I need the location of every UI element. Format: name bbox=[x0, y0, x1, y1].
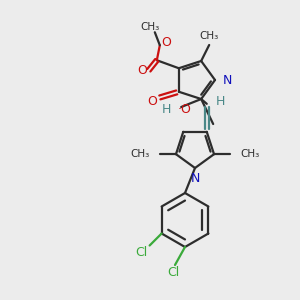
Text: CH₃: CH₃ bbox=[131, 149, 150, 159]
Text: N: N bbox=[190, 172, 200, 184]
Text: O: O bbox=[137, 64, 147, 77]
Text: O: O bbox=[161, 36, 171, 49]
Text: O: O bbox=[147, 94, 157, 108]
Text: H: H bbox=[216, 95, 225, 108]
Text: Cl: Cl bbox=[136, 246, 148, 259]
Text: H: H bbox=[162, 103, 171, 116]
Text: CH₃: CH₃ bbox=[240, 149, 259, 159]
Text: CH₃: CH₃ bbox=[200, 31, 219, 41]
Text: Cl: Cl bbox=[167, 266, 179, 278]
Text: CH₃: CH₃ bbox=[140, 22, 159, 32]
Text: N: N bbox=[223, 74, 232, 86]
Text: ·O: ·O bbox=[177, 103, 191, 116]
